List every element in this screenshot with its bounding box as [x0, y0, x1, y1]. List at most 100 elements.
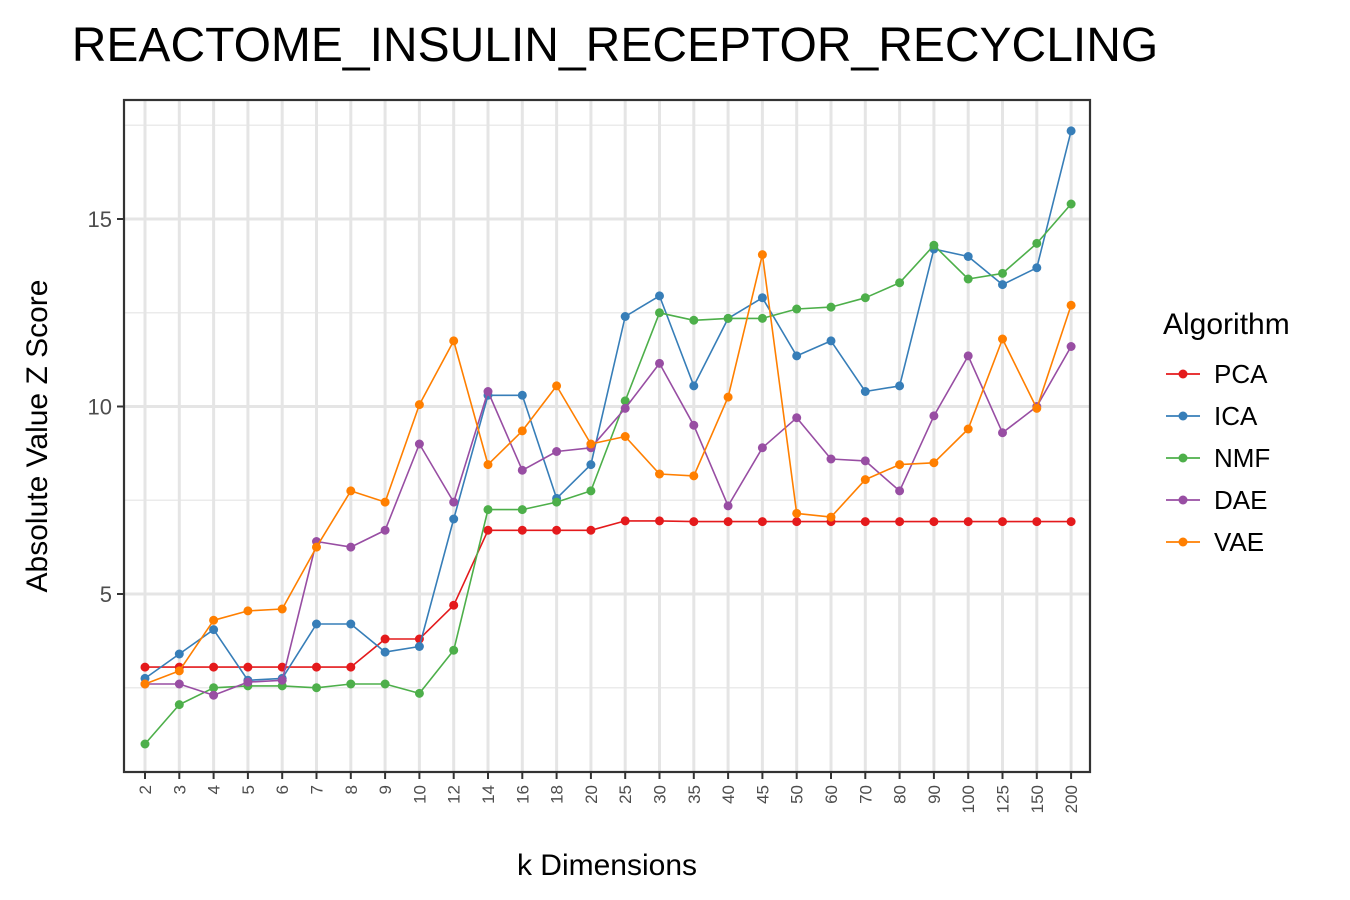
x-tick-label: 200 [1062, 785, 1081, 813]
data-point-ica [757, 293, 767, 303]
data-point-pca [620, 516, 630, 526]
data-point-dae [483, 387, 493, 396]
data-point-pca [929, 517, 939, 527]
x-tick-label: 10 [410, 785, 429, 804]
data-point-dae [963, 351, 973, 361]
data-point-vae [174, 666, 184, 676]
data-point-nmf [929, 240, 939, 250]
data-point-ica [620, 312, 630, 321]
data-point-nmf [998, 268, 1007, 278]
x-tick-label: 4 [205, 785, 224, 794]
series-line-pca [145, 520, 1072, 668]
x-tick-label: 20 [582, 785, 601, 804]
data-point-nmf [380, 679, 390, 689]
data-point-vae [895, 460, 905, 470]
legend-item-vae: VAE [1166, 527, 1264, 557]
legend-title: Algorithm [1163, 308, 1290, 341]
data-point-ica [1066, 126, 1076, 136]
data-point-ica [998, 280, 1007, 290]
data-point-dae [860, 456, 870, 466]
data-point-dae [517, 465, 527, 475]
data-point-pca [312, 662, 321, 672]
data-point-pca [517, 525, 527, 535]
data-point-vae [209, 615, 219, 625]
data-point-pca [449, 600, 459, 610]
data-point-nmf [620, 396, 630, 406]
data-point-vae [792, 508, 802, 518]
x-tick-label: 60 [822, 785, 841, 804]
data-point-pca [380, 634, 390, 644]
data-point-vae [243, 606, 253, 616]
data-point-pca [895, 517, 905, 527]
data-point-dae [689, 420, 699, 430]
series-dae [140, 342, 1076, 700]
data-point-pca [1032, 517, 1042, 527]
data-point-vae [757, 250, 767, 260]
x-tick-label: 2 [136, 785, 155, 794]
data-point-dae [449, 497, 459, 507]
y-tick-label: 15 [88, 207, 112, 232]
x-tick-label: 150 [1028, 785, 1047, 813]
x-tick-label: 50 [788, 785, 807, 804]
x-tick-label: 14 [479, 785, 498, 804]
chart-title: REACTOME_INSULIN_RECEPTOR_RECYCLING [72, 19, 1159, 72]
series-line-vae [144, 253, 1072, 685]
legend-label: VAE [1214, 527, 1264, 557]
data-point-ica [380, 647, 390, 657]
x-tick-label: 90 [925, 785, 944, 804]
data-point-nmf [1032, 238, 1042, 248]
data-point-dae [414, 439, 424, 449]
data-point-dae [826, 454, 836, 464]
data-point-dae [174, 679, 184, 689]
data-point-nmf [174, 700, 184, 710]
data-point-dae [998, 428, 1007, 438]
x-tick-label: 45 [753, 785, 772, 804]
data-point-dae [243, 677, 253, 687]
data-point-vae [414, 400, 424, 410]
x-tick-label: 7 [308, 785, 327, 794]
data-point-dae [757, 443, 767, 453]
data-point-nmf [757, 313, 767, 323]
data-point-nmf [792, 304, 802, 314]
data-point-dae [895, 486, 905, 496]
data-point-ica [312, 619, 321, 629]
data-point-nmf [414, 688, 424, 698]
data-point-ica [895, 381, 905, 391]
data-point-vae [929, 458, 939, 468]
y-axis-title: Absolute Value Z Score [21, 280, 54, 593]
data-point-ica [586, 460, 596, 470]
data-point-ica [517, 390, 527, 400]
x-tick-label: 12 [445, 785, 464, 804]
x-tick-label: 16 [513, 785, 532, 804]
data-point-vae [312, 542, 321, 552]
data-point-pca [655, 516, 664, 526]
data-point-ica [346, 619, 356, 629]
data-point-vae [655, 469, 664, 479]
data-point-vae [483, 460, 493, 470]
data-point-pca [346, 662, 356, 672]
x-tick-label: 18 [548, 785, 567, 804]
data-point-vae [277, 604, 287, 614]
x-tick-label: 30 [651, 785, 670, 804]
data-point-pca [140, 662, 150, 672]
x-tick-label: 3 [170, 785, 189, 794]
data-point-nmf [552, 497, 562, 507]
data-point-nmf [895, 278, 905, 288]
data-point-pca [723, 517, 733, 527]
legend-item-pca: PCA [1166, 359, 1268, 389]
data-point-ica [1032, 263, 1042, 273]
data-point-nmf [1066, 199, 1076, 209]
data-point-vae [1066, 300, 1076, 310]
data-point-ica [174, 649, 184, 659]
series-line-dae [145, 346, 1072, 697]
x-tick-label: 35 [685, 785, 704, 804]
x-tick-label: 70 [856, 785, 875, 804]
legend-key-point [1178, 537, 1188, 547]
series-ica [140, 126, 1076, 685]
series-line-nmf [144, 203, 1072, 745]
legend-key-point [1178, 495, 1188, 505]
data-point-ica [963, 252, 973, 261]
data-point-pca [552, 525, 562, 535]
data-point-vae [723, 392, 733, 402]
data-point-nmf [449, 645, 459, 655]
